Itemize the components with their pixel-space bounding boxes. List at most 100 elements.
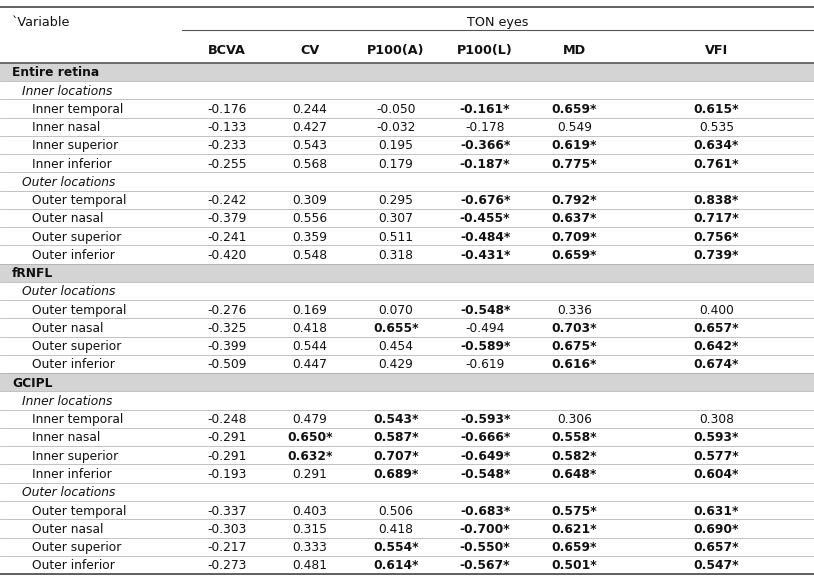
Text: 0.615*: 0.615*	[694, 103, 739, 116]
Text: 0.707*: 0.707*	[373, 450, 419, 462]
Text: 0.556: 0.556	[292, 213, 328, 225]
Text: 0.632*: 0.632*	[287, 450, 333, 462]
Text: -0.666*: -0.666*	[460, 432, 510, 444]
Text: 0.675*: 0.675*	[551, 340, 597, 353]
Text: CV: CV	[300, 44, 320, 57]
Text: 0.558*: 0.558*	[551, 432, 597, 444]
Text: 0.359: 0.359	[293, 231, 327, 243]
Bar	[0, 428, 814, 446]
Text: -0.133: -0.133	[208, 121, 247, 134]
Text: 0.642*: 0.642*	[694, 340, 739, 353]
Text: -0.255: -0.255	[208, 157, 247, 171]
Text: -0.276: -0.276	[208, 304, 247, 317]
Text: Outer inferior: Outer inferior	[32, 560, 115, 572]
Bar	[0, 300, 814, 318]
Text: Outer nasal: Outer nasal	[32, 523, 103, 536]
Text: 0.307: 0.307	[379, 213, 414, 225]
Text: 0.690*: 0.690*	[694, 523, 739, 536]
Text: 0.179: 0.179	[379, 157, 414, 171]
Text: Outer inferior: Outer inferior	[32, 249, 115, 262]
Text: Inner superior: Inner superior	[32, 450, 118, 462]
Text: 0.619*: 0.619*	[552, 139, 597, 152]
Text: Outer temporal: Outer temporal	[32, 304, 126, 317]
Text: 0.739*: 0.739*	[694, 249, 739, 262]
Text: Inner inferior: Inner inferior	[32, 468, 112, 481]
Bar	[0, 245, 814, 264]
Bar	[0, 173, 814, 191]
Text: 0.506: 0.506	[379, 504, 414, 518]
Bar	[0, 373, 814, 392]
Text: 0.501*: 0.501*	[551, 560, 597, 572]
Text: 0.429: 0.429	[379, 358, 414, 371]
Text: -0.550*: -0.550*	[460, 541, 510, 554]
Text: 0.447: 0.447	[293, 358, 327, 371]
Bar	[0, 336, 814, 355]
Text: 0.674*: 0.674*	[694, 358, 739, 371]
Bar	[0, 519, 814, 537]
Text: 0.792*: 0.792*	[551, 194, 597, 207]
Text: 0.648*: 0.648*	[552, 468, 597, 481]
Bar	[0, 136, 814, 154]
Text: P100(L): P100(L)	[457, 44, 513, 57]
Text: -0.548*: -0.548*	[460, 468, 510, 481]
Text: 0.587*: 0.587*	[373, 432, 419, 444]
Text: 0.544: 0.544	[293, 340, 327, 353]
Text: 0.291: 0.291	[293, 468, 327, 481]
Text: 0.650*: 0.650*	[287, 432, 333, 444]
Text: GCIPL: GCIPL	[12, 376, 53, 390]
Text: 0.703*: 0.703*	[551, 322, 597, 335]
Text: -0.455*: -0.455*	[460, 213, 510, 225]
Text: 0.838*: 0.838*	[694, 194, 739, 207]
Text: 0.659*: 0.659*	[552, 249, 597, 262]
Text: 0.318: 0.318	[379, 249, 414, 262]
Text: -0.217: -0.217	[208, 541, 247, 554]
Text: Entire retina: Entire retina	[12, 66, 99, 79]
Bar	[0, 355, 814, 373]
Text: -0.683*: -0.683*	[460, 504, 510, 518]
Text: 0.614*: 0.614*	[374, 560, 418, 572]
Text: Outer nasal: Outer nasal	[32, 213, 103, 225]
Text: 0.479: 0.479	[293, 413, 327, 426]
Text: fRNFL: fRNFL	[12, 267, 54, 280]
Text: 0.195: 0.195	[379, 139, 414, 152]
Text: 0.549: 0.549	[557, 121, 592, 134]
Text: 0.657*: 0.657*	[694, 541, 739, 554]
Text: 0.761*: 0.761*	[694, 157, 739, 171]
Text: TON eyes: TON eyes	[467, 16, 528, 29]
Text: 0.756*: 0.756*	[694, 231, 739, 243]
Bar	[0, 501, 814, 519]
Text: 0.308: 0.308	[699, 413, 733, 426]
Text: -0.325: -0.325	[208, 322, 247, 335]
Text: 0.400: 0.400	[699, 304, 733, 317]
Text: 0.511: 0.511	[379, 231, 414, 243]
Bar	[0, 282, 814, 300]
Bar	[0, 392, 814, 410]
Text: 0.659*: 0.659*	[552, 541, 597, 554]
Text: 0.543*: 0.543*	[374, 413, 418, 426]
Text: Outer superior: Outer superior	[32, 340, 121, 353]
Text: -0.509: -0.509	[208, 358, 247, 371]
Text: 0.333: 0.333	[293, 541, 327, 554]
Text: 0.403: 0.403	[293, 504, 327, 518]
Text: 0.709*: 0.709*	[551, 231, 597, 243]
Text: Inner locations: Inner locations	[22, 395, 112, 408]
Text: 0.306: 0.306	[557, 413, 592, 426]
Text: 0.568: 0.568	[292, 157, 328, 171]
Text: -0.399: -0.399	[208, 340, 247, 353]
Text: -0.337: -0.337	[208, 504, 247, 518]
Bar	[0, 81, 814, 99]
Text: 0.631*: 0.631*	[694, 504, 739, 518]
Text: Inner locations: Inner locations	[22, 85, 112, 98]
Text: 0.554*: 0.554*	[373, 541, 419, 554]
Text: 0.655*: 0.655*	[373, 322, 419, 335]
Text: 0.657*: 0.657*	[694, 322, 739, 335]
Bar	[0, 191, 814, 209]
Text: -0.032: -0.032	[376, 121, 416, 134]
Text: 0.717*: 0.717*	[694, 213, 739, 225]
Text: P100(A): P100(A)	[367, 44, 425, 57]
Text: 0.427: 0.427	[293, 121, 327, 134]
Text: 0.418: 0.418	[379, 523, 414, 536]
Text: -0.050: -0.050	[376, 103, 416, 116]
Text: -0.548*: -0.548*	[460, 304, 510, 317]
Text: 0.659*: 0.659*	[552, 103, 597, 116]
